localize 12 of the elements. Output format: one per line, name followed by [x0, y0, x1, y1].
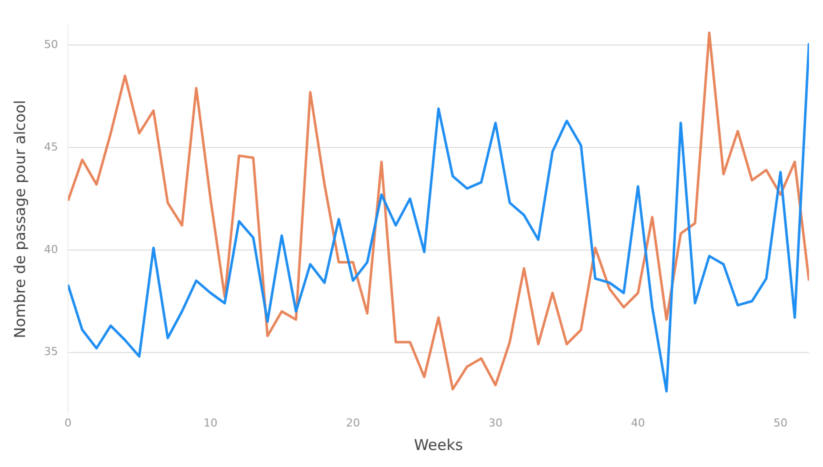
x-axis-title: Weeks	[414, 436, 464, 454]
x-tick-label: 0	[64, 416, 72, 430]
y-axis-title: Nombre de passage pour alcool	[10, 100, 29, 338]
x-tick-label: 40	[631, 416, 645, 430]
x-tick-label: 30	[488, 416, 502, 430]
y-tick-label: 35	[44, 345, 58, 358]
y-tick-label: 50	[44, 38, 58, 51]
y-tick-label: 45	[44, 140, 58, 154]
x-tick-label: 10	[204, 416, 218, 430]
x-tick-label: 50	[774, 416, 788, 430]
x-tick-label: 20	[346, 416, 360, 430]
y-tick-label: 40	[44, 242, 58, 256]
